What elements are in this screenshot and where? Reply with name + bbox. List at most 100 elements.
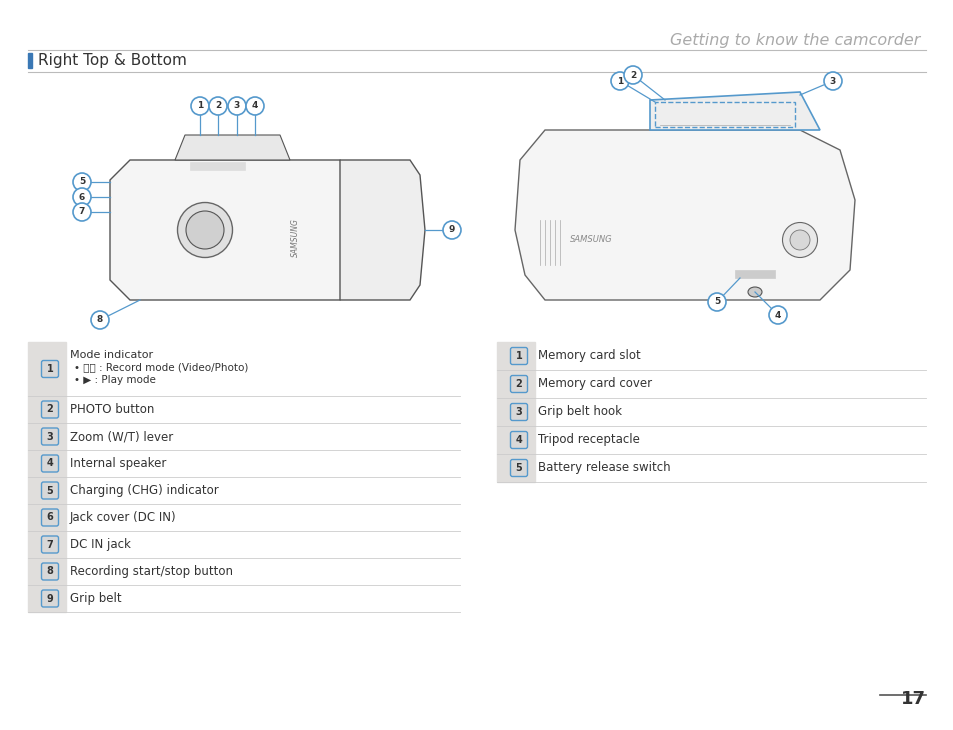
FancyBboxPatch shape (42, 590, 58, 607)
FancyBboxPatch shape (42, 509, 58, 526)
Bar (497, 426, 535, 454)
Text: DC IN jack: DC IN jack (70, 538, 131, 551)
Polygon shape (339, 160, 424, 300)
Ellipse shape (186, 211, 224, 249)
Bar (655, 102, 794, 127)
Circle shape (209, 97, 227, 115)
Text: Jack cover (DC IN): Jack cover (DC IN) (70, 511, 176, 524)
Circle shape (91, 311, 109, 329)
Text: 3: 3 (829, 77, 835, 85)
Ellipse shape (177, 202, 233, 258)
FancyBboxPatch shape (42, 563, 58, 580)
Bar (28, 477, 66, 504)
FancyBboxPatch shape (42, 536, 58, 553)
Text: 1: 1 (515, 351, 522, 361)
Bar (497, 454, 535, 482)
Text: 2: 2 (515, 379, 522, 389)
Ellipse shape (789, 230, 809, 250)
Text: Memory card slot: Memory card slot (537, 350, 640, 363)
FancyBboxPatch shape (42, 361, 58, 377)
Text: 1: 1 (47, 364, 53, 374)
Circle shape (246, 97, 264, 115)
Text: 2: 2 (629, 71, 636, 80)
Bar (190, 162, 245, 170)
Text: 5: 5 (713, 298, 720, 307)
Text: Getting to know the camcorder: Getting to know the camcorder (669, 33, 919, 48)
Text: SAMSUNG: SAMSUNG (569, 236, 612, 245)
Ellipse shape (747, 287, 761, 297)
Circle shape (442, 221, 460, 239)
Polygon shape (515, 130, 854, 300)
Text: 4: 4 (252, 101, 258, 110)
Text: 5: 5 (515, 463, 522, 473)
Text: Right Top & Bottom: Right Top & Bottom (38, 53, 187, 68)
Text: 5: 5 (79, 177, 85, 186)
Circle shape (228, 97, 246, 115)
FancyBboxPatch shape (42, 455, 58, 472)
Text: 7: 7 (79, 207, 85, 217)
Bar (497, 370, 535, 398)
Circle shape (768, 306, 786, 324)
Text: 4: 4 (515, 435, 522, 445)
Text: PHOTO button: PHOTO button (70, 403, 154, 416)
Circle shape (73, 203, 91, 221)
Bar (28, 450, 66, 477)
Text: Recording start/stop button: Recording start/stop button (70, 565, 233, 578)
Text: 6: 6 (47, 512, 53, 523)
Text: 9: 9 (47, 593, 53, 604)
Bar (28, 53, 32, 68)
Circle shape (191, 97, 209, 115)
Ellipse shape (781, 223, 817, 258)
Text: 4: 4 (47, 458, 53, 469)
Bar (28, 531, 66, 558)
Text: 6: 6 (79, 193, 85, 201)
Text: 8: 8 (97, 315, 103, 325)
Bar (28, 585, 66, 612)
Text: Zoom (W/T) lever: Zoom (W/T) lever (70, 430, 173, 443)
Text: Charging (CHG) indicator: Charging (CHG) indicator (70, 484, 218, 497)
Text: Tripod receptacle: Tripod receptacle (537, 434, 639, 447)
Text: 17: 17 (900, 690, 925, 708)
Text: 9: 9 (448, 226, 455, 234)
FancyBboxPatch shape (510, 431, 527, 448)
Bar (28, 342, 66, 396)
Polygon shape (110, 160, 370, 300)
Circle shape (73, 188, 91, 206)
Circle shape (610, 72, 628, 90)
Text: 1: 1 (196, 101, 203, 110)
FancyBboxPatch shape (42, 428, 58, 445)
FancyBboxPatch shape (510, 459, 527, 477)
FancyBboxPatch shape (510, 347, 527, 364)
FancyBboxPatch shape (42, 401, 58, 418)
Bar (28, 423, 66, 450)
Text: 3: 3 (233, 101, 240, 110)
Circle shape (823, 72, 841, 90)
Text: Battery release switch: Battery release switch (537, 461, 670, 474)
Text: • ▶ : Play mode: • ▶ : Play mode (74, 375, 155, 385)
Text: Grip belt: Grip belt (70, 592, 121, 605)
Text: 7: 7 (47, 539, 53, 550)
Circle shape (623, 66, 641, 84)
Polygon shape (649, 92, 820, 130)
Text: 3: 3 (515, 407, 522, 417)
Text: Internal speaker: Internal speaker (70, 457, 166, 470)
Circle shape (707, 293, 725, 311)
Polygon shape (174, 135, 290, 160)
Bar (734, 270, 774, 278)
Bar (497, 398, 535, 426)
Text: Memory card cover: Memory card cover (537, 377, 652, 391)
Text: 2: 2 (214, 101, 221, 110)
Bar (497, 342, 535, 370)
Text: Mode indicator: Mode indicator (70, 350, 153, 360)
Text: SAMSUNG: SAMSUNG (291, 218, 299, 258)
Text: 2: 2 (47, 404, 53, 415)
Bar (28, 558, 66, 585)
Text: 1: 1 (617, 77, 622, 85)
FancyBboxPatch shape (510, 375, 527, 393)
Text: 4: 4 (774, 310, 781, 320)
Bar (28, 396, 66, 423)
FancyBboxPatch shape (510, 404, 527, 420)
Text: • 🎥📷 : Record mode (Video/Photo): • 🎥📷 : Record mode (Video/Photo) (74, 362, 248, 372)
FancyBboxPatch shape (42, 482, 58, 499)
Text: Grip belt hook: Grip belt hook (537, 405, 621, 418)
